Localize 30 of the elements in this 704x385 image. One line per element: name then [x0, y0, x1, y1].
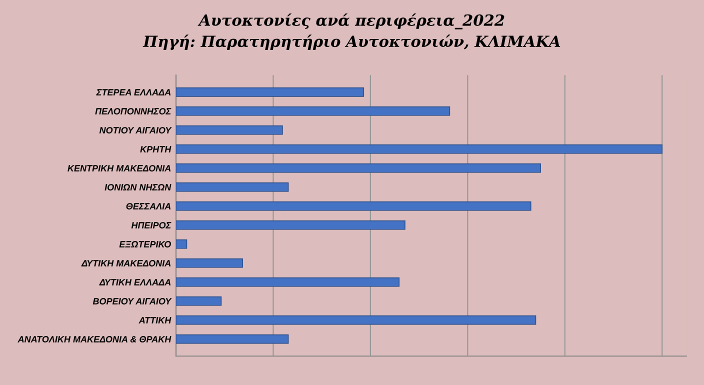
- y-tick-label: ΗΠΕΙΡΟΣ: [131, 222, 172, 228]
- bar: [176, 220, 406, 230]
- bar: [176, 125, 283, 135]
- bar: [176, 239, 188, 249]
- y-tick-label: ΚΕΝΤΡΙΚΗ ΜΑΚΕΔΟΝΙΑ: [68, 165, 170, 172]
- bar: [176, 87, 364, 97]
- bar: [176, 277, 400, 287]
- chart-subtitle: Πηγή: Παρατηρητήριο Αυτοκτονιών, ΚΛΙΜΑΚΑ: [142, 34, 560, 50]
- y-tick-label: ΣΤΕΡΕΑ ΕΛΛΑΔΑ: [96, 89, 170, 96]
- bar: [176, 315, 536, 325]
- chart-title: Αυτοκτονίες ανά περιφέρεια_2022: [198, 13, 504, 30]
- y-tick-label: ΙΟΝΙΩΝ ΝΗΣΩΝ: [104, 184, 172, 190]
- y-tick-label: ΚΡΗΤΗ: [140, 146, 172, 152]
- bar: [176, 334, 289, 344]
- y-tick-label: ΠΕΛΟΠΟΝΝΗΣΟΣ: [95, 108, 172, 114]
- y-tick-label: ΔΥΤΙΚΗ ΜΑΚΕΔΟΝΙΑ: [81, 260, 170, 266]
- y-tick-label: ΕΞΩΤΕΡΙΚΟ: [119, 241, 171, 248]
- y-tick-label: ΘΕΣΣΑΛΙΑ: [126, 203, 170, 210]
- bar: [176, 201, 532, 211]
- y-tick-label: ΑΝΑΤΟΛΙΚΗ ΜΑΚΕΔΟΝΙΑ & ΘΡΑΚΗ: [18, 336, 172, 342]
- bar: [176, 144, 663, 154]
- bar: [176, 163, 541, 173]
- bar: [176, 296, 222, 306]
- y-tick-label: ΝΟΤΙΟΥ ΑΙΓΑΙΟΥ: [99, 127, 172, 134]
- y-tick-label: ΒΟΡΕΙΟΥ ΑΙΓΑΙΟΥ: [92, 298, 172, 304]
- y-tick-label: ΑΤΤΙΚΗ: [138, 317, 172, 324]
- bar: [176, 106, 450, 116]
- bar: [176, 258, 244, 268]
- bar: [176, 182, 289, 192]
- y-tick-label: ΔΥΤΙΚΗ ΕΛΛΑΔΑ: [99, 279, 170, 286]
